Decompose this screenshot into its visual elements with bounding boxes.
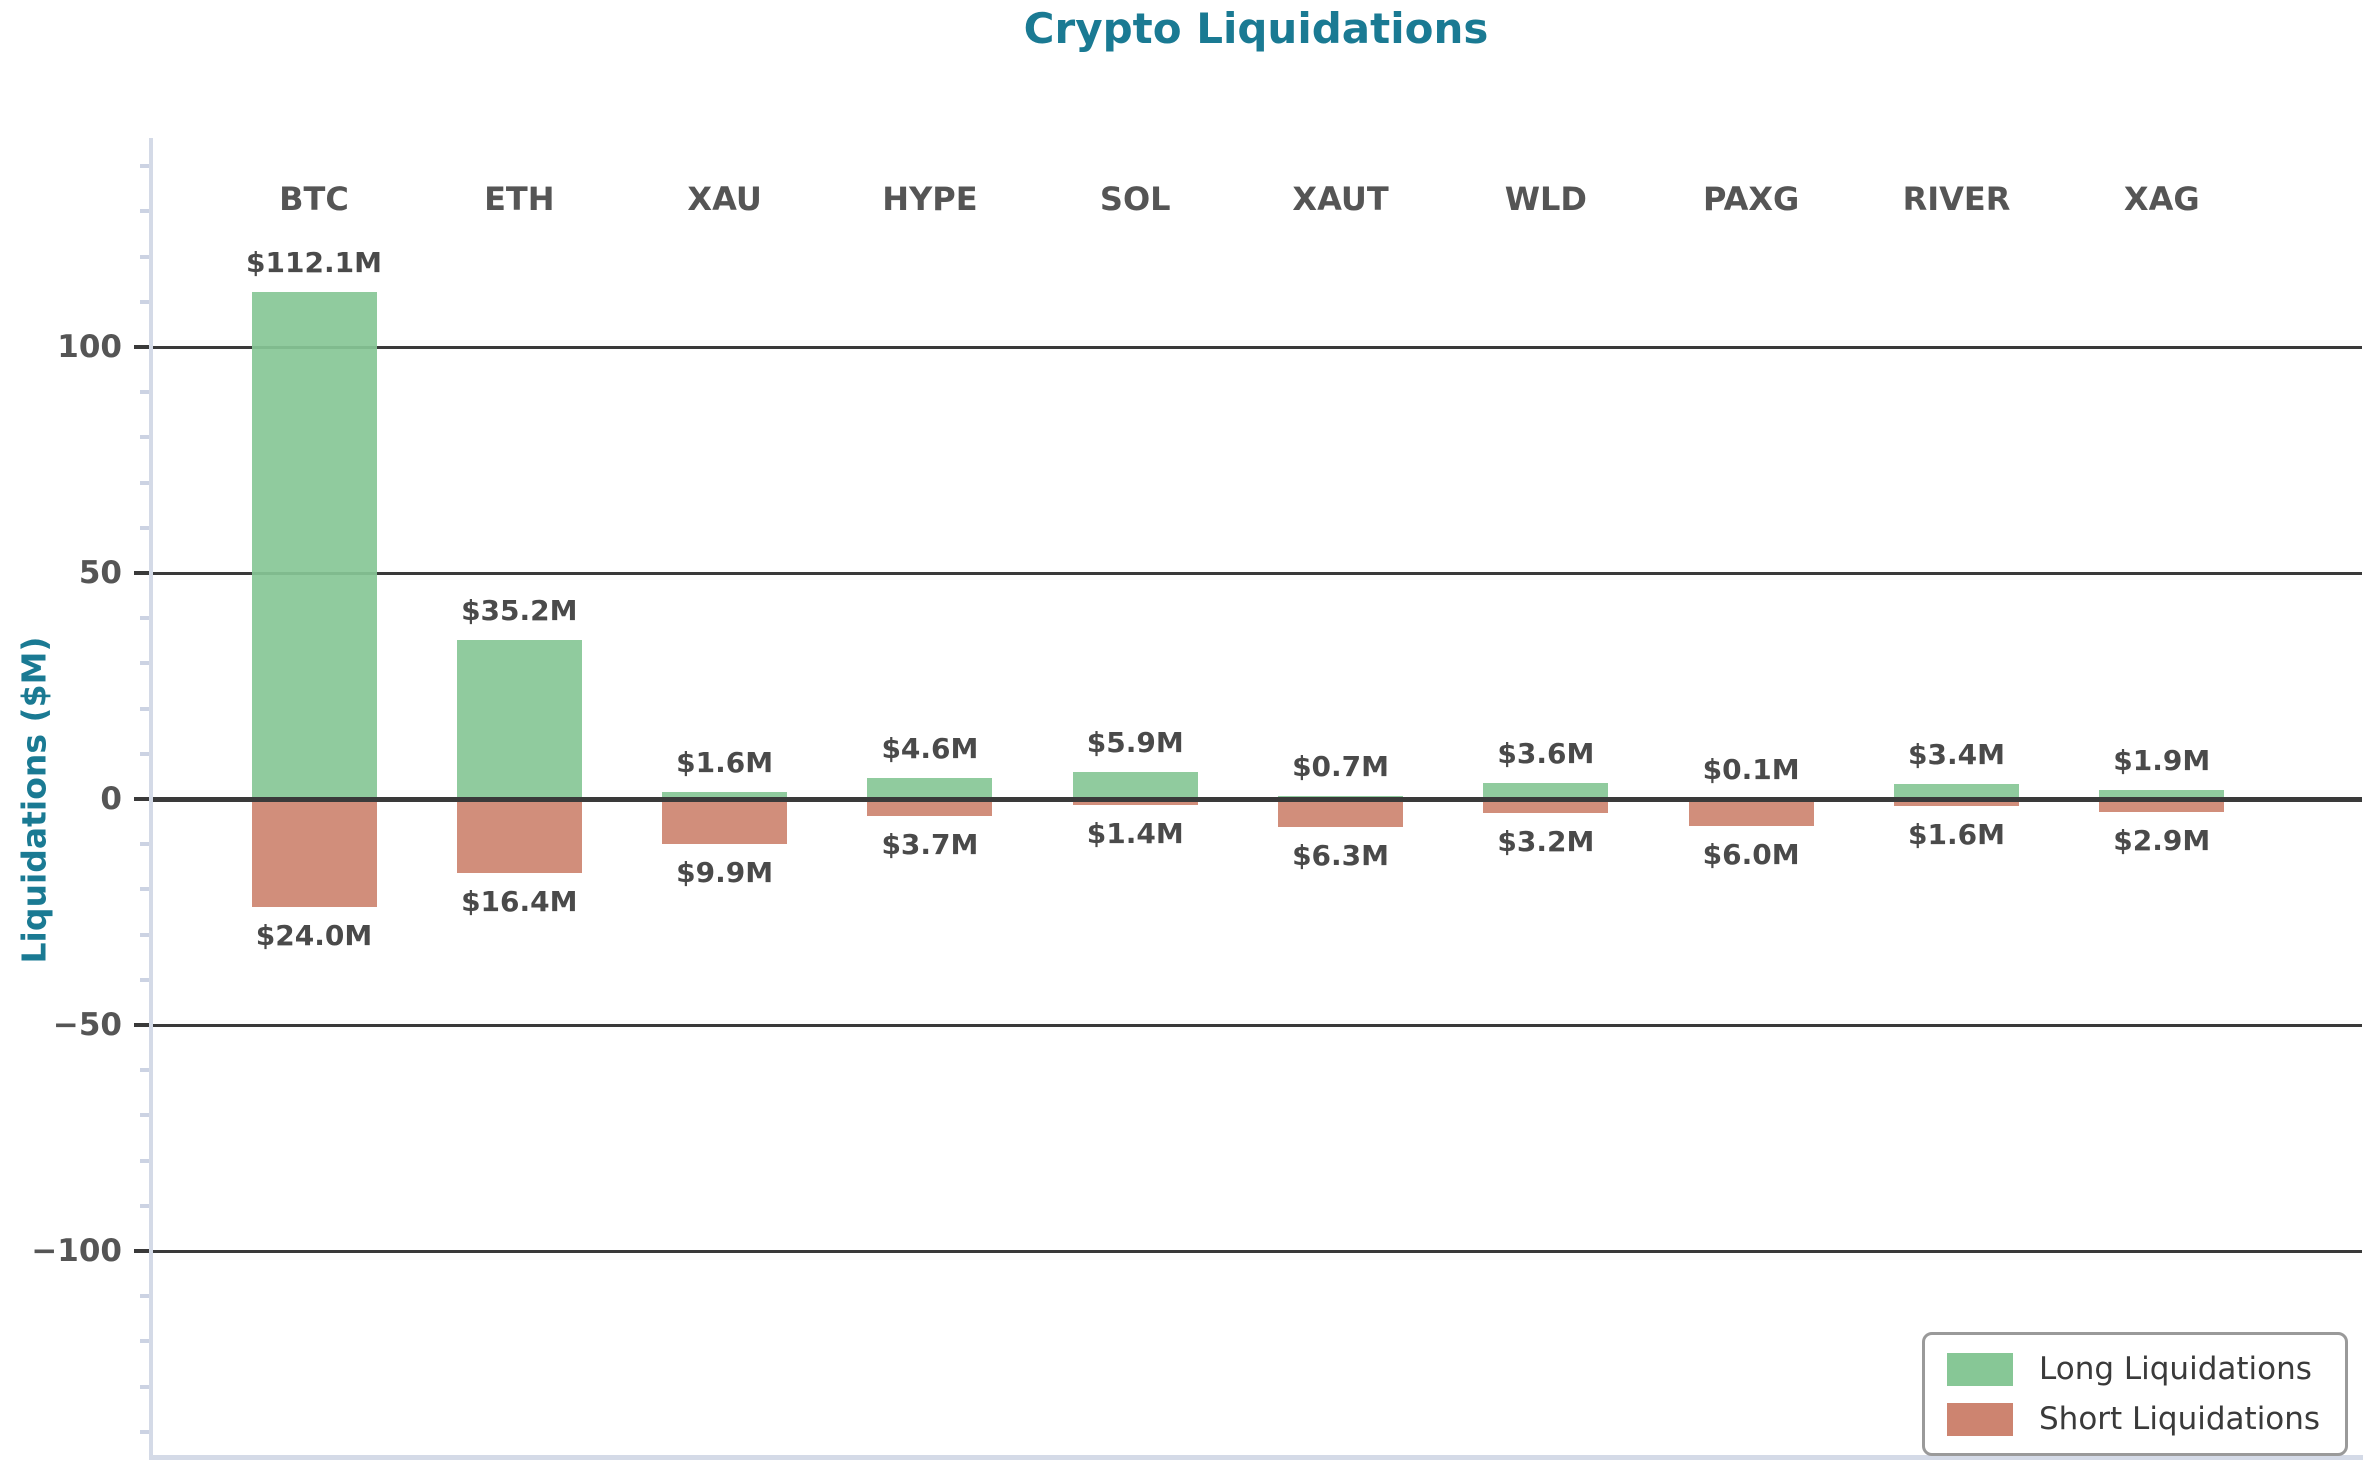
minor-tick [140, 1158, 150, 1163]
major-tick [134, 1023, 150, 1027]
category-label: XAUT [1292, 180, 1389, 218]
category-label: ETH [484, 180, 555, 218]
long-value-label: $1.9M [2113, 744, 2211, 778]
y-tick-label: 100 [57, 329, 122, 365]
minor-tick [140, 480, 150, 485]
short-bar [2099, 799, 2225, 813]
minor-tick [140, 390, 150, 395]
chart-title: Crypto Liquidations [1023, 4, 1489, 53]
long-value-label: $5.9M [1086, 726, 1184, 760]
minor-tick [140, 209, 150, 214]
short-value-label: $2.9M [2113, 824, 2211, 858]
minor-tick [140, 1068, 150, 1073]
long-bar [456, 639, 582, 799]
minor-tick [140, 661, 150, 666]
long-liquidations-swatch [1947, 1352, 2013, 1386]
legend-label: Long Liquidations [2039, 1351, 2312, 1387]
minor-tick [140, 616, 150, 621]
gridline [150, 345, 2362, 349]
short-value-label: $3.7M [881, 827, 979, 861]
category-label: HYPE [882, 180, 978, 218]
y-tick-label: 0 [100, 781, 122, 817]
category-label: WLD [1504, 180, 1587, 218]
minor-tick [140, 435, 150, 440]
minor-tick [140, 977, 150, 982]
x-axis-spine [149, 1455, 2363, 1460]
minor-tick [140, 1384, 150, 1389]
short-bar [1688, 799, 1814, 827]
legend-item-long: Long Liquidations [1947, 1351, 2323, 1387]
gridline [150, 571, 2362, 575]
short-bar [662, 799, 788, 844]
major-tick [134, 571, 150, 575]
zero-line [150, 796, 2362, 802]
long-bar [1072, 772, 1198, 799]
short-bar [867, 799, 993, 816]
minor-tick [140, 706, 150, 711]
minor-tick [140, 842, 150, 847]
minor-tick [140, 299, 150, 304]
category-label: SOL [1099, 180, 1171, 218]
long-value-label: $1.6M [676, 745, 774, 779]
y-tick-label: 50 [78, 555, 122, 591]
long-bar [1893, 783, 2019, 799]
long-bar [2099, 790, 2225, 799]
gridline [150, 1023, 2362, 1027]
y-tick-label: −50 [52, 1007, 122, 1043]
long-value-label: $3.4M [1907, 737, 2005, 771]
minor-tick [140, 887, 150, 892]
category-label: XAG [2123, 180, 2200, 218]
category-label: RIVER [1902, 180, 2011, 218]
minor-tick [140, 1113, 150, 1118]
major-tick [134, 345, 150, 349]
long-bar [662, 791, 788, 799]
short-value-label: $9.9M [676, 855, 774, 889]
minor-tick [140, 1294, 150, 1299]
minor-tick [140, 1339, 150, 1344]
category-label: PAXG [1703, 180, 1800, 218]
long-value-label: $4.6M [881, 732, 979, 766]
minor-tick [140, 932, 150, 937]
short-bar [456, 799, 582, 874]
minor-tick [140, 1429, 150, 1434]
short-value-label: $16.4M [461, 885, 578, 919]
short-liquidations-swatch [1947, 1402, 2013, 1436]
long-value-label: $3.6M [1497, 736, 1595, 770]
long-bar [867, 778, 993, 799]
long-value-label: $35.2M [461, 593, 578, 627]
minor-tick [140, 751, 150, 756]
short-bar [1278, 799, 1404, 828]
legend-item-short: Short Liquidations [1947, 1401, 2323, 1437]
long-bar [251, 292, 377, 799]
major-tick [134, 1249, 150, 1253]
category-label: XAU [687, 180, 762, 218]
long-value-label: $0.1M [1702, 752, 1800, 786]
short-bar [1893, 799, 2019, 807]
legend: Long Liquidations Short Liquidations [1922, 1332, 2348, 1456]
minor-tick [140, 254, 150, 259]
short-bar [1483, 799, 1609, 814]
long-value-label: $112.1M [246, 246, 382, 280]
minor-tick [140, 164, 150, 169]
legend-label: Short Liquidations [2039, 1401, 2321, 1437]
short-value-label: $3.2M [1497, 825, 1595, 859]
long-bar [1483, 782, 1609, 799]
y-axis-spine [149, 138, 153, 1457]
short-value-label: $1.6M [1907, 818, 2005, 852]
gridline [150, 1249, 2362, 1253]
major-tick [134, 797, 150, 801]
short-value-label: $1.4M [1086, 817, 1184, 851]
category-label: BTC [279, 180, 349, 218]
short-value-label: $6.0M [1702, 838, 1800, 872]
long-value-label: $0.7M [1292, 749, 1390, 783]
y-tick-label: −100 [31, 1233, 122, 1269]
minor-tick [140, 1203, 150, 1208]
short-bar [251, 799, 377, 908]
minor-tick [140, 525, 150, 530]
short-value-label: $24.0M [255, 919, 373, 953]
short-value-label: $6.3M [1292, 839, 1390, 873]
short-bar [1072, 799, 1198, 806]
